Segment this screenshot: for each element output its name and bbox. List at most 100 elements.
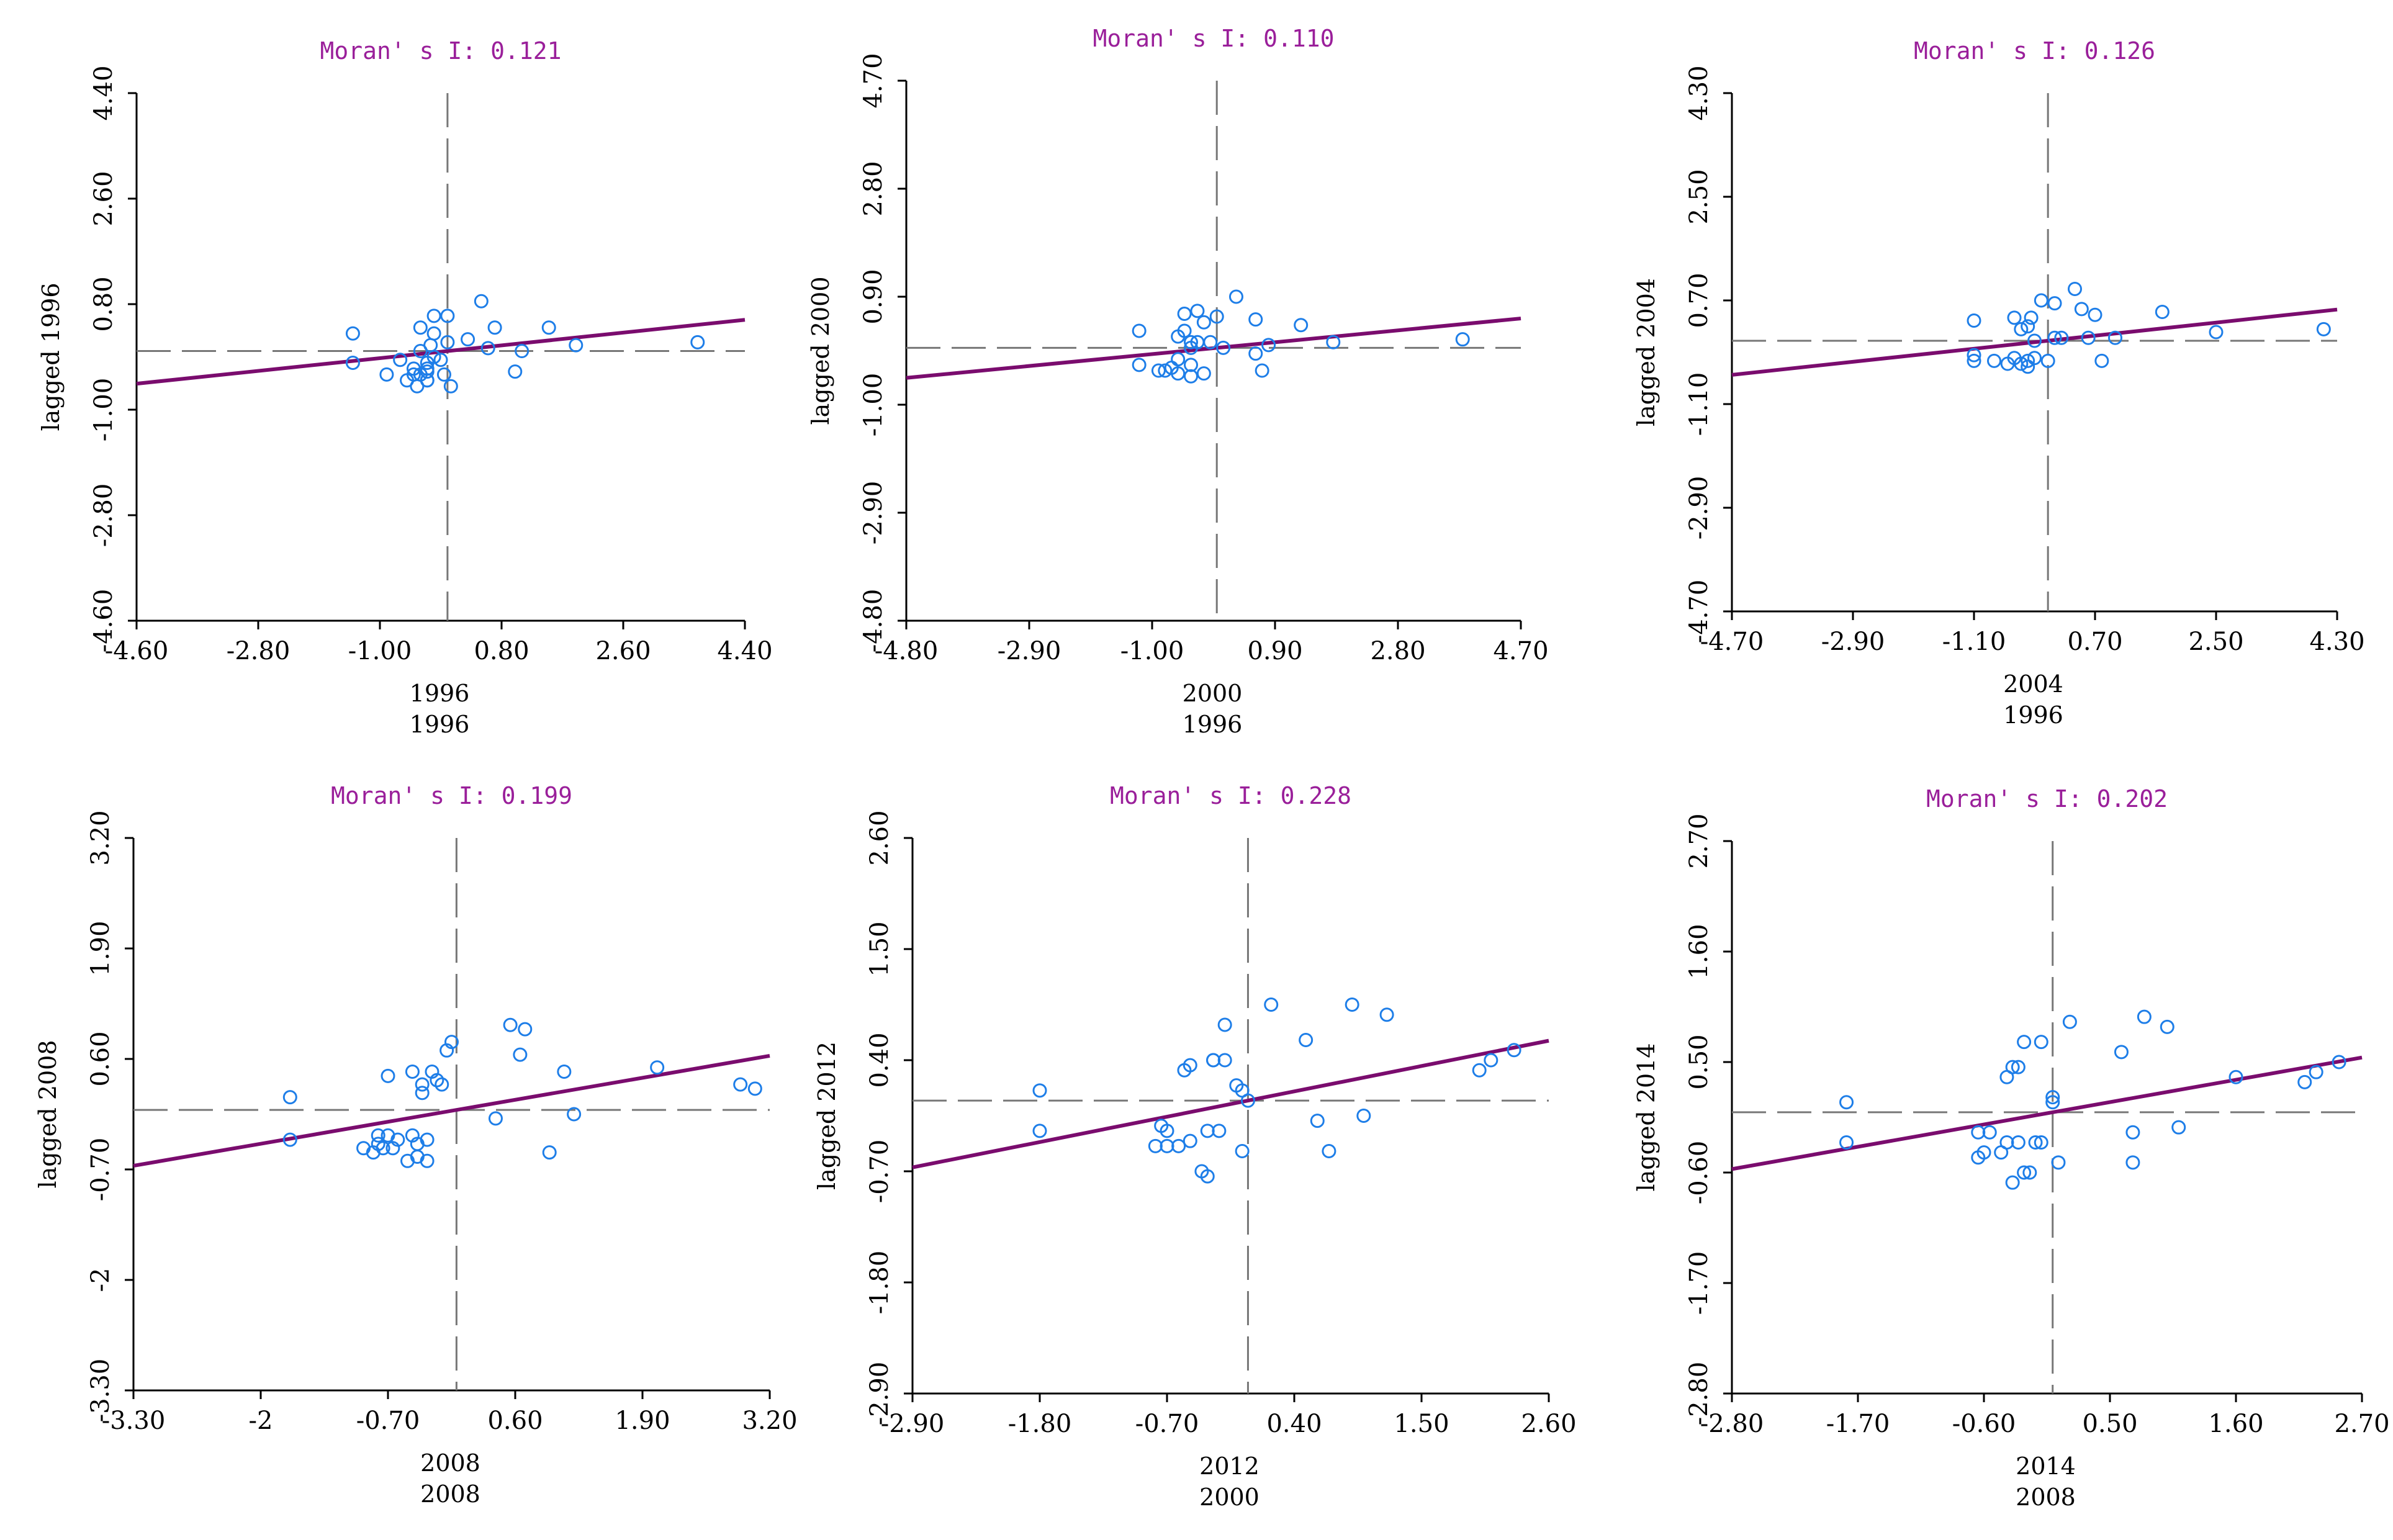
y-tick-label: -0.60 bbox=[1685, 1141, 1713, 1205]
scatter-panel: Moran' s I: 0.110 -4.80 -2.90 -1.00 0.90 2.80… bbox=[807, 25, 1549, 738]
y-tick-label: 0.80 bbox=[89, 276, 118, 331]
data-point bbox=[474, 294, 489, 308]
data-point bbox=[1151, 363, 1166, 378]
y-tick-label: -1.80 bbox=[865, 1251, 894, 1315]
data-point bbox=[390, 1132, 405, 1147]
x-axis-label: 2008 bbox=[420, 1449, 480, 1477]
y-tick-label: 0.50 bbox=[1685, 1034, 1713, 1089]
data-point bbox=[2007, 310, 2022, 325]
data-point bbox=[1999, 1135, 2014, 1150]
data-point bbox=[488, 1111, 503, 1126]
data-point bbox=[420, 373, 435, 388]
y-tick-label: 0.90 bbox=[859, 269, 888, 324]
x-axis-sublabel: 2000 bbox=[1199, 1484, 1260, 1511]
data-point bbox=[1248, 346, 1263, 361]
data-point bbox=[1209, 309, 1224, 324]
data-point bbox=[2005, 1175, 2020, 1190]
data-point bbox=[1356, 1109, 1371, 1123]
data-point bbox=[2160, 1019, 2174, 1034]
data-point bbox=[2014, 356, 2029, 371]
data-point bbox=[1310, 1114, 1325, 1128]
x-tick-label: -4.70 bbox=[1700, 628, 1764, 656]
data-point bbox=[1987, 353, 2001, 368]
data-point bbox=[2081, 330, 2096, 345]
data-point bbox=[2051, 1155, 2066, 1170]
data-point bbox=[426, 308, 441, 323]
data-point bbox=[480, 341, 495, 356]
data-point bbox=[2108, 330, 2122, 345]
x-tick-label: 4.40 bbox=[717, 637, 772, 665]
data-point bbox=[1345, 997, 1359, 1012]
y-tick-label: -4.60 bbox=[89, 589, 118, 653]
panel-title: Moran' s I: 0.202 bbox=[1926, 785, 2168, 813]
data-point bbox=[381, 1068, 395, 1083]
data-point bbox=[2054, 330, 2069, 345]
data-point bbox=[2125, 1155, 2140, 1170]
data-point bbox=[2017, 1165, 2032, 1180]
x-axis-sublabel: 1996 bbox=[410, 711, 470, 738]
data-point bbox=[1183, 1058, 1197, 1073]
data-point bbox=[440, 335, 455, 349]
x-tick-label: -2.90 bbox=[998, 637, 1061, 665]
data-point bbox=[379, 367, 394, 382]
data-point bbox=[444, 1035, 459, 1050]
data-point bbox=[435, 1077, 449, 1092]
data-point bbox=[2062, 1014, 2077, 1029]
data-point bbox=[1967, 348, 1981, 362]
data-point bbox=[371, 1137, 385, 1151]
data-point bbox=[2034, 1035, 2048, 1050]
data-point bbox=[487, 320, 502, 335]
y-axis-label: lagged 2008 bbox=[34, 1040, 61, 1188]
y-tick-label: 1.90 bbox=[86, 921, 115, 976]
data-point bbox=[2005, 1060, 2020, 1074]
regression-line bbox=[1731, 1055, 2363, 1171]
data-point bbox=[1160, 1138, 1174, 1153]
scatter-panel: Moran' s I: 0.228 -2.90 -1.80 -0.70 0.40 1.50… bbox=[813, 782, 1577, 1511]
data-point bbox=[2011, 1135, 2026, 1150]
data-point bbox=[1507, 1043, 1521, 1058]
y-tick-label: 2.60 bbox=[865, 810, 894, 865]
x-tick-label: -4.80 bbox=[875, 637, 939, 665]
data-point bbox=[1472, 1063, 1487, 1078]
regression-line bbox=[136, 318, 746, 386]
data-point bbox=[1148, 1138, 1163, 1153]
data-point bbox=[1200, 1169, 1215, 1184]
x-tick-label: 4.30 bbox=[2309, 628, 2364, 656]
x-axis-label: 2014 bbox=[2016, 1452, 2076, 1480]
x-tick-label: -2.90 bbox=[1821, 628, 1885, 656]
data-point bbox=[1240, 1093, 1255, 1108]
x-tick-label: -2.80 bbox=[1700, 1410, 1764, 1438]
data-point bbox=[420, 1132, 435, 1147]
y-tick-label: -1.00 bbox=[859, 373, 888, 437]
data-point bbox=[1032, 1083, 1047, 1098]
panel-title: Moran' s I: 0.199 bbox=[331, 782, 572, 809]
data-point bbox=[2021, 359, 2035, 374]
scatter-panel: Moran' s I: 0.121 -4.60 -2.80 -1.00 0.80 2.60… bbox=[37, 37, 773, 738]
data-point bbox=[733, 1077, 748, 1092]
data-point bbox=[1160, 1123, 1174, 1138]
data-point bbox=[2114, 1045, 2129, 1060]
y-tick-label: -1.00 bbox=[89, 378, 118, 442]
y-tick-label: -0.70 bbox=[86, 1138, 115, 1202]
x-tick-label: 2.50 bbox=[2188, 628, 2243, 656]
x-tick-label: 0.70 bbox=[2067, 628, 2122, 656]
data-point bbox=[443, 379, 458, 394]
data-point bbox=[1184, 369, 1199, 384]
data-point bbox=[2027, 351, 2042, 366]
data-point bbox=[1217, 1053, 1232, 1068]
y-tick-label: -1.70 bbox=[1685, 1251, 1713, 1315]
data-point bbox=[371, 1128, 385, 1143]
data-point bbox=[2011, 1060, 2026, 1074]
data-point bbox=[1132, 358, 1147, 372]
data-point bbox=[2047, 330, 2062, 345]
data-point bbox=[1212, 1123, 1227, 1138]
x-tick-label: 2.70 bbox=[2334, 1410, 2389, 1438]
data-point bbox=[2045, 1095, 2060, 1110]
data-point bbox=[1379, 1007, 1394, 1022]
scatter-panel: Moran' s I: 0.202 -2.80 -1.70 -0.60 0.50 1.60… bbox=[1633, 785, 2390, 1511]
x-axis-sublabel: 1996 bbox=[2003, 701, 2063, 729]
x-tick-label: -0.70 bbox=[356, 1407, 420, 1435]
data-point bbox=[1264, 997, 1279, 1012]
data-point bbox=[1196, 366, 1211, 381]
